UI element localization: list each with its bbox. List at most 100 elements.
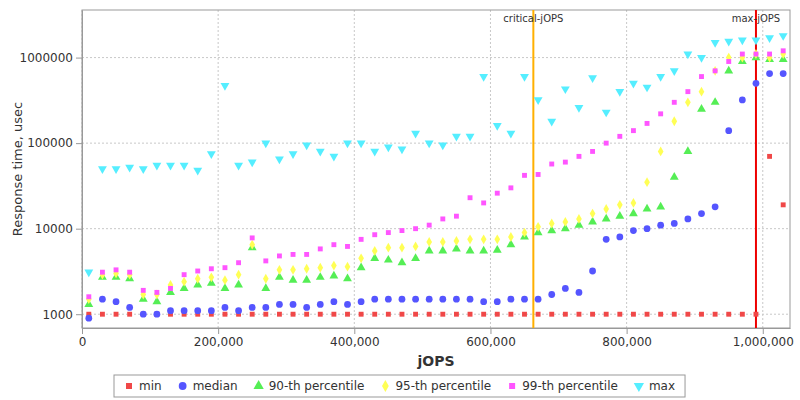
point: [643, 204, 652, 212]
point: [330, 298, 337, 305]
point: [372, 232, 377, 237]
point: [384, 144, 393, 152]
point: [439, 296, 446, 303]
point: [616, 234, 623, 241]
point: [671, 220, 678, 227]
point: [754, 52, 759, 57]
point: [221, 83, 230, 91]
series: [86, 48, 785, 299]
point: [167, 307, 174, 314]
point: [698, 210, 705, 217]
y-axis: 1000100001000001000000: [20, 11, 83, 329]
legend-frame: [114, 375, 685, 397]
point: [644, 177, 650, 187]
x-axis-tick-mark: [354, 328, 355, 334]
point: [494, 234, 500, 244]
point: [493, 245, 502, 253]
legend-label: 99-th percentile: [522, 379, 618, 393]
point: [508, 185, 513, 190]
point: [522, 173, 527, 178]
point: [331, 261, 337, 271]
point: [85, 315, 92, 322]
point: [153, 311, 160, 318]
x-axis-tick: 400,000: [330, 328, 380, 349]
point: [495, 312, 500, 317]
point: [290, 265, 296, 275]
point: [318, 246, 323, 251]
point: [754, 312, 759, 317]
point: [291, 312, 296, 317]
point: [126, 304, 133, 311]
point: [290, 301, 297, 308]
point: [724, 66, 733, 74]
point: [780, 70, 787, 77]
legend: minmedian90-th percentile95-th percentil…: [114, 375, 685, 397]
x-axis-tick-label: 200,000: [194, 335, 244, 349]
point: [645, 121, 650, 126]
point: [712, 66, 718, 76]
legend-label: 95-th percentile: [395, 379, 491, 393]
point: [125, 165, 134, 173]
point: [629, 208, 638, 216]
point: [440, 312, 445, 317]
legend-marker: [382, 380, 389, 392]
point: [713, 68, 718, 73]
grid: [82, 10, 790, 328]
point: [86, 294, 92, 304]
point: [440, 237, 446, 247]
point: [152, 163, 161, 171]
point: [275, 157, 284, 165]
point: [168, 286, 173, 291]
x-axis-tick-mark: [218, 328, 219, 334]
point: [672, 312, 677, 317]
point: [561, 86, 570, 94]
point: [780, 49, 786, 59]
point: [193, 168, 202, 176]
point: [372, 312, 377, 317]
point: [522, 228, 528, 238]
point: [603, 204, 609, 214]
point: [699, 74, 704, 79]
point: [98, 166, 107, 174]
point: [493, 123, 502, 131]
x-axis: 0200,000400,000600,000800,0001,000,000: [79, 328, 794, 349]
point: [399, 296, 406, 303]
point: [223, 265, 228, 270]
point: [576, 289, 583, 296]
point: [316, 272, 325, 280]
point: [631, 198, 637, 208]
point: [207, 151, 216, 159]
grid-line-y: [82, 143, 790, 144]
point: [195, 269, 200, 274]
point: [697, 55, 706, 63]
point: [657, 222, 664, 229]
point: [589, 268, 596, 275]
point: [289, 275, 298, 283]
x-axis-tick-mark: [82, 328, 83, 334]
point: [520, 74, 529, 82]
point: [644, 225, 651, 232]
point: [453, 296, 460, 303]
point: [331, 242, 336, 247]
point: [724, 39, 733, 47]
point: [753, 49, 759, 59]
point: [466, 134, 475, 142]
point: [100, 270, 106, 280]
point: [100, 312, 105, 317]
point: [372, 246, 378, 256]
point: [113, 298, 120, 305]
point: [602, 110, 611, 118]
point: [195, 274, 201, 284]
x-axis-tick-label: 600,000: [466, 335, 516, 349]
point: [234, 280, 243, 288]
point: [467, 296, 474, 303]
point: [154, 290, 159, 295]
point: [261, 141, 270, 149]
point: [277, 312, 282, 317]
point: [343, 141, 352, 149]
point: [781, 48, 786, 53]
point: [248, 160, 257, 168]
point: [454, 214, 459, 219]
data-layer: [84, 10, 787, 328]
point: [100, 270, 105, 275]
